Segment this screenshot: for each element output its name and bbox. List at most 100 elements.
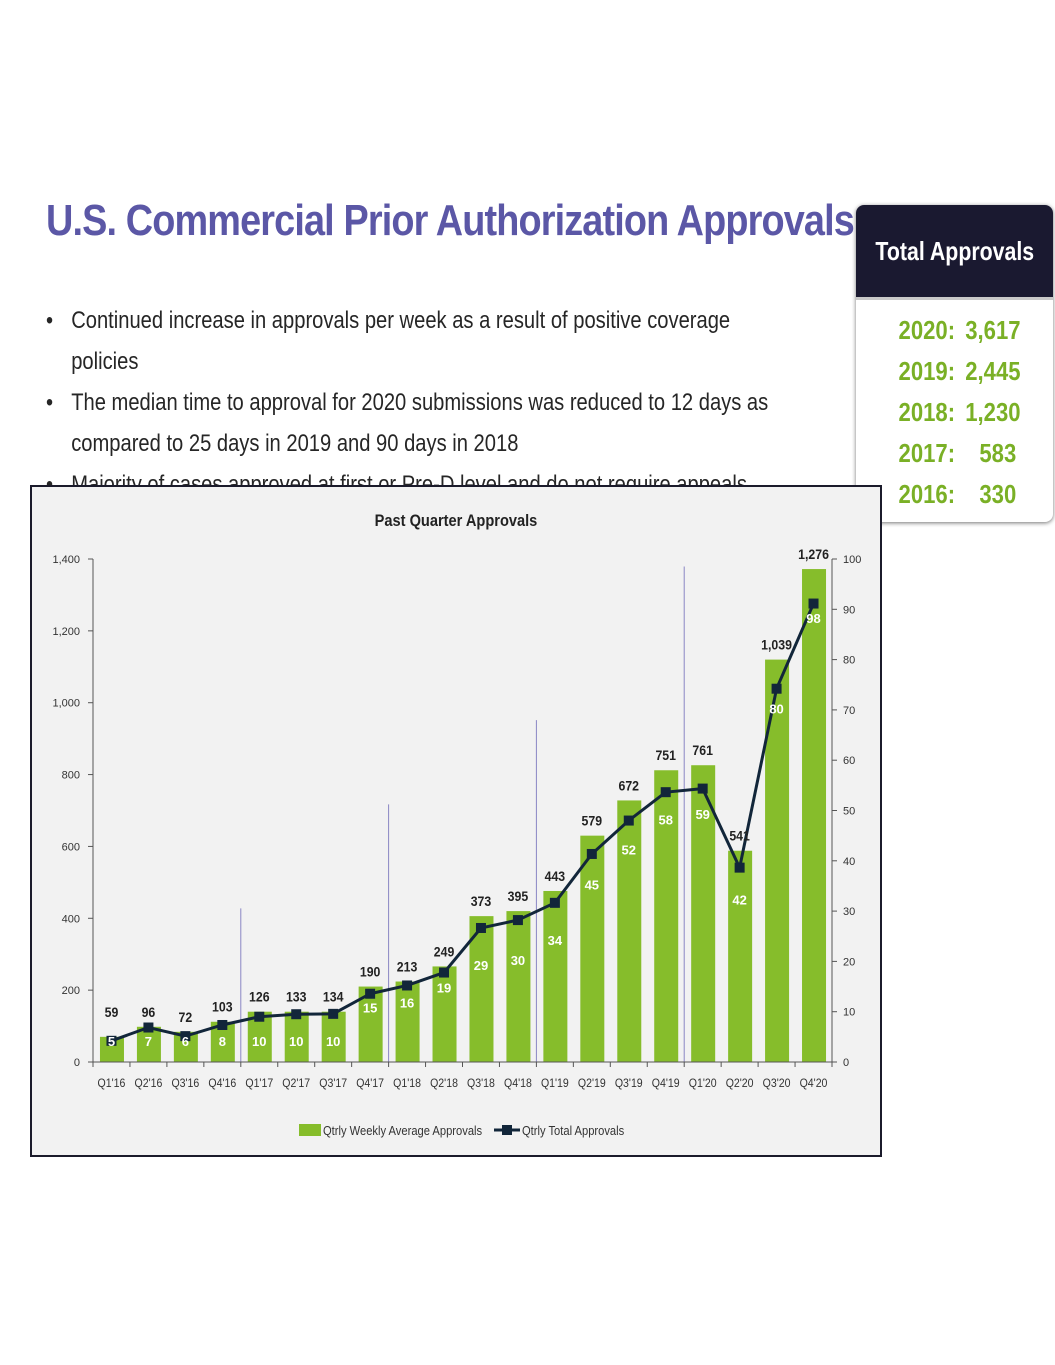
bullet-text: Continued increase in approvals per week… <box>71 307 731 375</box>
x-tick-label: Q3'17 <box>319 1077 347 1090</box>
bar-value-label: 15 <box>363 1001 377 1016</box>
total-approvals-row: 2016: 330 <box>856 474 1053 515</box>
bar-value-label: 59 <box>695 807 709 822</box>
x-tick-label: Q2'17 <box>282 1077 310 1090</box>
bar-value-label: 58 <box>658 812 672 827</box>
x-tick-label: Q4'18 <box>504 1077 532 1090</box>
total-approvals-panel: Total Approvals 2020: 3,617 2019: 2,445 … <box>856 205 1053 522</box>
y-left-tick-label: 1,000 <box>52 698 80 710</box>
bar <box>728 850 753 1062</box>
bar <box>691 765 716 1062</box>
bar-value-label: 10 <box>289 1034 303 1049</box>
bar <box>802 569 827 1062</box>
line-value-label: 1,039 <box>761 637 792 653</box>
total-approvals-year: 2016: <box>898 479 956 509</box>
bar-value-label: 19 <box>437 980 451 995</box>
total-approvals-header: Total Approvals <box>856 205 1053 300</box>
x-tick-label: Q1'19 <box>541 1077 569 1090</box>
bar <box>432 966 457 1062</box>
bar <box>654 770 679 1062</box>
bar-value-label: 16 <box>400 996 414 1011</box>
bar <box>136 1026 161 1062</box>
line-value-label: 126 <box>249 989 270 1005</box>
y-right-tick-label: 60 <box>843 755 855 767</box>
bar-value-label: 42 <box>732 893 746 908</box>
bullet-text: The median time to approval for 2020 sub… <box>71 389 769 457</box>
bar-value-label: 30 <box>511 953 525 968</box>
y-right-tick-label: 0 <box>843 1057 849 1069</box>
line-marker <box>660 787 671 798</box>
y-right-tick-label: 20 <box>843 956 855 968</box>
x-tick-label: Q1'20 <box>689 1077 717 1090</box>
bullet-symbol: • <box>46 389 54 416</box>
line-marker <box>512 915 523 926</box>
y-right-tick-label: 100 <box>843 554 861 566</box>
total-approvals-value: 583 <box>979 438 1017 468</box>
x-tick-label: Q4'19 <box>652 1077 680 1090</box>
x-tick-label: Q1'17 <box>245 1077 273 1090</box>
bar-value-label: 8 <box>219 1034 226 1049</box>
bar-value-label: 7 <box>145 1034 152 1049</box>
bar-value-label: 5 <box>108 1034 115 1049</box>
chart-frame: Past Quarter Approvals 0 200 400 600 800 1,000… <box>30 485 882 1157</box>
bar <box>543 890 568 1062</box>
x-tick-label: Q4'20 <box>800 1077 828 1090</box>
legend-bar-swatch <box>299 1124 321 1136</box>
x-tick-label: Q2'20 <box>726 1077 754 1090</box>
line-value-label: 59 <box>105 1004 119 1020</box>
line-marker <box>143 1022 154 1033</box>
bar-value-label: 45 <box>585 878 599 893</box>
line-marker <box>771 683 782 694</box>
line-value-label: 443 <box>545 868 566 884</box>
line-value-label: 249 <box>434 944 455 960</box>
total-approvals-value: 1,230 <box>965 397 1021 427</box>
page-title: U.S. Commercial Prior Authorization Appr… <box>46 196 855 245</box>
bullet-item: • The median time to approval for 2020 s… <box>46 382 802 464</box>
line-value-label: 761 <box>692 742 713 758</box>
legend-line-marker <box>502 1125 512 1135</box>
y-right-tick-label: 10 <box>843 1007 855 1019</box>
bar <box>506 911 531 1062</box>
chart-title: Past Quarter Approvals <box>375 512 538 530</box>
y-left-tick-label: 400 <box>62 913 80 925</box>
y-left-tick-label: 1,400 <box>52 554 80 566</box>
line-marker <box>734 862 745 873</box>
y-right-tick-label: 90 <box>843 604 855 616</box>
line-value-label: 751 <box>655 748 676 764</box>
line-marker <box>697 783 708 794</box>
bar-value-label: 29 <box>474 958 488 973</box>
y-left-tick-label: 200 <box>62 985 80 997</box>
x-tick-label: Q2'16 <box>135 1077 163 1090</box>
y-right-tick-label: 40 <box>843 856 855 868</box>
line-value-label: 1,276 <box>798 546 829 562</box>
total-approvals-row: 2017: 583 <box>856 433 1053 474</box>
line-value-label: 672 <box>619 778 640 794</box>
line-marker <box>808 598 819 609</box>
x-tick-label: Q1'16 <box>98 1077 126 1090</box>
total-approvals-line <box>110 602 815 1043</box>
line-value-label: 579 <box>582 813 603 829</box>
total-approvals-list: 2020: 3,617 2019: 2,445 2018: 1,230 2017… <box>856 300 1053 515</box>
line-marker <box>291 1009 302 1020</box>
line-value-label: 134 <box>323 989 344 1005</box>
line-value-label: 190 <box>360 964 381 980</box>
bullet-symbol: • <box>46 464 71 546</box>
bar-value-label: 10 <box>326 1034 340 1049</box>
bar <box>284 1011 309 1062</box>
line-marker <box>402 980 413 991</box>
bar-value-label: 98 <box>806 611 820 626</box>
total-approvals-year: 2019: <box>898 356 956 386</box>
line-value-label: 72 <box>179 1009 193 1025</box>
bar <box>617 800 642 1062</box>
line-value-label: 395 <box>508 888 529 904</box>
total-approvals-title: Total Approvals <box>875 235 1034 266</box>
x-tick-label: Q3'20 <box>763 1077 791 1090</box>
total-approvals-row: 2018: 1,230 <box>856 392 1053 433</box>
bar <box>580 835 605 1062</box>
line-value-label: 96 <box>142 1004 156 1020</box>
bar-value-label: 10 <box>252 1034 266 1049</box>
line-marker <box>549 897 560 908</box>
total-approvals-value: 3,617 <box>965 315 1021 345</box>
y-right-tick-label: 50 <box>843 806 855 818</box>
line-marker <box>180 1031 191 1042</box>
